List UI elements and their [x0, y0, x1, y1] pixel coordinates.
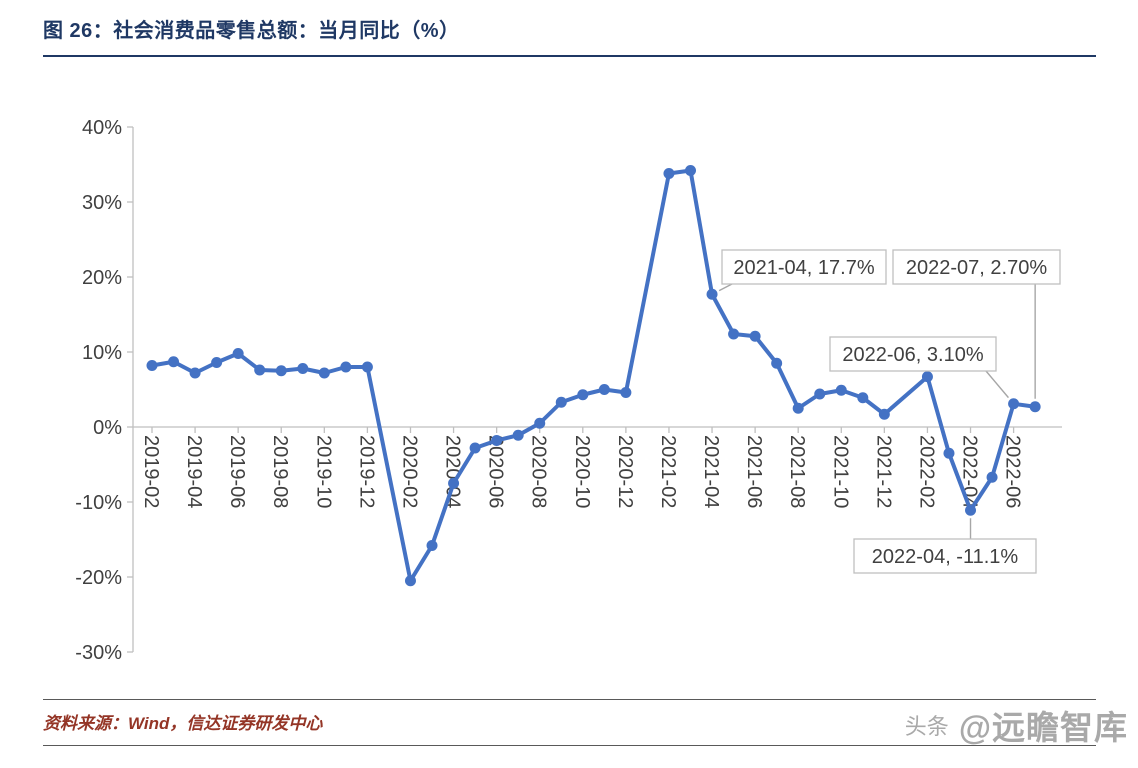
annotation-box: [892, 249, 1061, 285]
data-point: [943, 447, 955, 459]
data-point: [211, 357, 223, 368]
data-point: [749, 330, 761, 342]
x-tick-label: 2020-06: [485, 435, 507, 508]
data-point: [469, 442, 481, 454]
annotation-label: 2021-04, 17.7%: [733, 257, 874, 279]
data-point: [792, 402, 804, 414]
x-tick-label: 2021-08: [786, 435, 808, 508]
data-point: [814, 388, 826, 400]
data-point: [685, 165, 696, 176]
x-tick-label: 2020-08: [528, 435, 550, 508]
data-point: [921, 371, 933, 383]
data-point: [361, 361, 373, 373]
x-tick-label: 2021-02: [657, 435, 679, 508]
annotation-box: [829, 336, 997, 372]
data-point: [878, 408, 890, 420]
data-point: [404, 575, 416, 587]
data-point: [146, 360, 158, 371]
data-point: [1029, 401, 1041, 413]
x-tick-label: 2019-06: [226, 435, 248, 508]
data-point: [340, 361, 352, 373]
data-point: [448, 477, 460, 489]
x-tick-label: 2019-02: [140, 435, 162, 508]
x-tick-label: 2020-04: [442, 435, 464, 508]
y-tick-label: 30%: [82, 192, 122, 214]
data-point: [232, 348, 244, 359]
data-point: [577, 389, 589, 401]
data-point: [318, 367, 330, 379]
x-tick-label: 2021-04: [700, 435, 722, 508]
title-divider: [43, 55, 1096, 57]
x-tick-label: 2019-08: [269, 435, 291, 508]
annotation-label: 2022-04, -11.1%: [872, 546, 1019, 568]
x-tick-label: 2019-12: [355, 435, 377, 508]
data-point: [728, 328, 740, 340]
x-tick-label: 2021-10: [829, 435, 851, 508]
x-tick-label: 2019-10: [312, 435, 334, 508]
figure-title: 图 26：社会消费品零售总额：当月同比（%）: [43, 20, 460, 42]
data-point: [491, 435, 503, 446]
data-point: [275, 365, 287, 377]
data-point: [1008, 398, 1020, 410]
source-note: 资料来源：Wind，信达证券研发中心: [43, 714, 323, 733]
x-tick-label: 2020-02: [398, 435, 420, 508]
footer-divider-top: [43, 699, 1096, 700]
annotation-label: 2022-06, 3.10%: [842, 344, 983, 366]
data-point: [534, 417, 546, 429]
y-tick-label: 0%: [93, 417, 122, 439]
data-point: [598, 384, 610, 395]
data-point: [663, 168, 675, 179]
x-tick-label: 2021-06: [743, 435, 765, 508]
y-tick-label: 10%: [82, 342, 122, 364]
annotation-box: [853, 538, 1037, 574]
data-point: [835, 384, 847, 396]
y-tick-label: -30%: [75, 642, 122, 664]
annotation-box: [721, 249, 887, 285]
x-tick-label: 2019-04: [183, 435, 205, 508]
x-tick-label: 2022-02: [915, 435, 937, 508]
annotation-leader: [718, 283, 733, 292]
data-point: [771, 357, 783, 369]
data-point: [857, 392, 869, 404]
data-point: [254, 364, 266, 376]
data-point: [168, 356, 180, 368]
data-point: [620, 387, 632, 398]
data-point: [986, 471, 998, 483]
x-tick-label: 2020-12: [614, 435, 636, 508]
watermark-handle: @远瞻智库: [958, 709, 1128, 746]
annotation-leader: [985, 370, 1009, 399]
y-tick-label: -20%: [75, 567, 122, 589]
data-point: [426, 540, 438, 551]
footer-divider-bottom: [43, 745, 1096, 746]
series-line: [150, 168, 1038, 583]
data-point: [297, 363, 309, 374]
data-point: [555, 396, 567, 408]
data-point: [189, 367, 201, 379]
watermark: 头条 @远瞻智库: [905, 701, 1128, 749]
watermark-prefix: 头条: [904, 714, 949, 739]
y-tick-label: 40%: [82, 117, 122, 139]
x-tick-label: 2022-06: [1002, 435, 1024, 508]
x-tick-label: 2020-10: [571, 435, 593, 508]
data-point: [706, 288, 718, 300]
annotation-label: 2022-07, 2.70%: [906, 257, 1047, 279]
y-tick-label: 20%: [82, 267, 122, 289]
y-tick-label: -10%: [75, 492, 122, 514]
x-tick-label: 2021-12: [872, 435, 894, 508]
data-point: [512, 429, 524, 441]
data-point: [965, 504, 977, 516]
